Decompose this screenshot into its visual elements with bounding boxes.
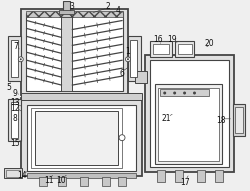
Bar (35, 111, 118, 165)
Bar (80, 177, 88, 186)
Text: 5: 5 (6, 83, 11, 91)
Bar (4, 168, 22, 178)
Bar (150, 60, 229, 168)
Bar (27, 173, 136, 178)
Bar (11, 102, 18, 138)
Circle shape (183, 91, 186, 95)
Bar (128, 36, 141, 81)
Text: 7: 7 (13, 42, 18, 51)
Bar (150, 41, 172, 57)
Bar (39, 177, 46, 186)
Bar (21, 93, 142, 100)
Text: 17: 17 (180, 178, 190, 187)
Text: 15: 15 (10, 139, 20, 148)
Bar (60, 10, 74, 14)
Text: 12: 12 (10, 104, 20, 113)
Bar (26, 13, 123, 91)
Bar (8, 36, 21, 81)
Text: 19: 19 (167, 35, 176, 44)
Text: 10: 10 (57, 176, 66, 185)
Bar (58, 177, 66, 186)
Bar (118, 177, 126, 186)
Bar (26, 11, 123, 17)
Text: 3: 3 (69, 2, 74, 11)
Circle shape (126, 57, 130, 62)
Bar (102, 177, 110, 186)
Bar (155, 84, 222, 163)
Bar (215, 170, 223, 182)
Text: 1: 1 (126, 47, 130, 56)
Bar (145, 55, 234, 172)
Bar (158, 88, 219, 160)
Bar (160, 89, 210, 96)
Text: 6: 6 (120, 69, 124, 78)
Text: 13: 13 (10, 98, 20, 108)
Bar (6, 170, 20, 177)
Bar (235, 107, 243, 133)
Bar (21, 98, 142, 176)
Circle shape (127, 58, 129, 60)
Bar (64, 1, 70, 11)
Circle shape (173, 91, 176, 95)
Bar (31, 108, 122, 168)
Bar (175, 41, 195, 57)
Bar (8, 99, 21, 141)
Bar (27, 105, 136, 172)
Bar (178, 44, 192, 54)
Text: 4: 4 (116, 6, 120, 15)
Bar (157, 170, 165, 182)
Bar (198, 170, 205, 182)
Bar (153, 44, 169, 54)
Bar (11, 40, 18, 77)
Text: 14: 14 (17, 171, 26, 180)
Bar (130, 40, 137, 77)
Text: 11: 11 (44, 176, 53, 185)
Circle shape (193, 91, 196, 95)
Text: 2: 2 (106, 2, 110, 11)
Bar (135, 71, 147, 83)
Circle shape (18, 57, 23, 62)
Bar (175, 170, 182, 182)
Text: 16: 16 (153, 35, 162, 44)
Text: 18: 18 (216, 116, 226, 125)
Text: 9: 9 (12, 88, 17, 98)
Bar (233, 104, 245, 136)
Bar (62, 17, 72, 91)
Text: 21: 21 (162, 114, 172, 123)
Text: 8: 8 (12, 114, 17, 123)
Text: 20: 20 (204, 39, 214, 48)
Circle shape (119, 135, 125, 141)
Circle shape (163, 91, 166, 95)
Bar (21, 9, 128, 95)
Circle shape (20, 58, 22, 60)
